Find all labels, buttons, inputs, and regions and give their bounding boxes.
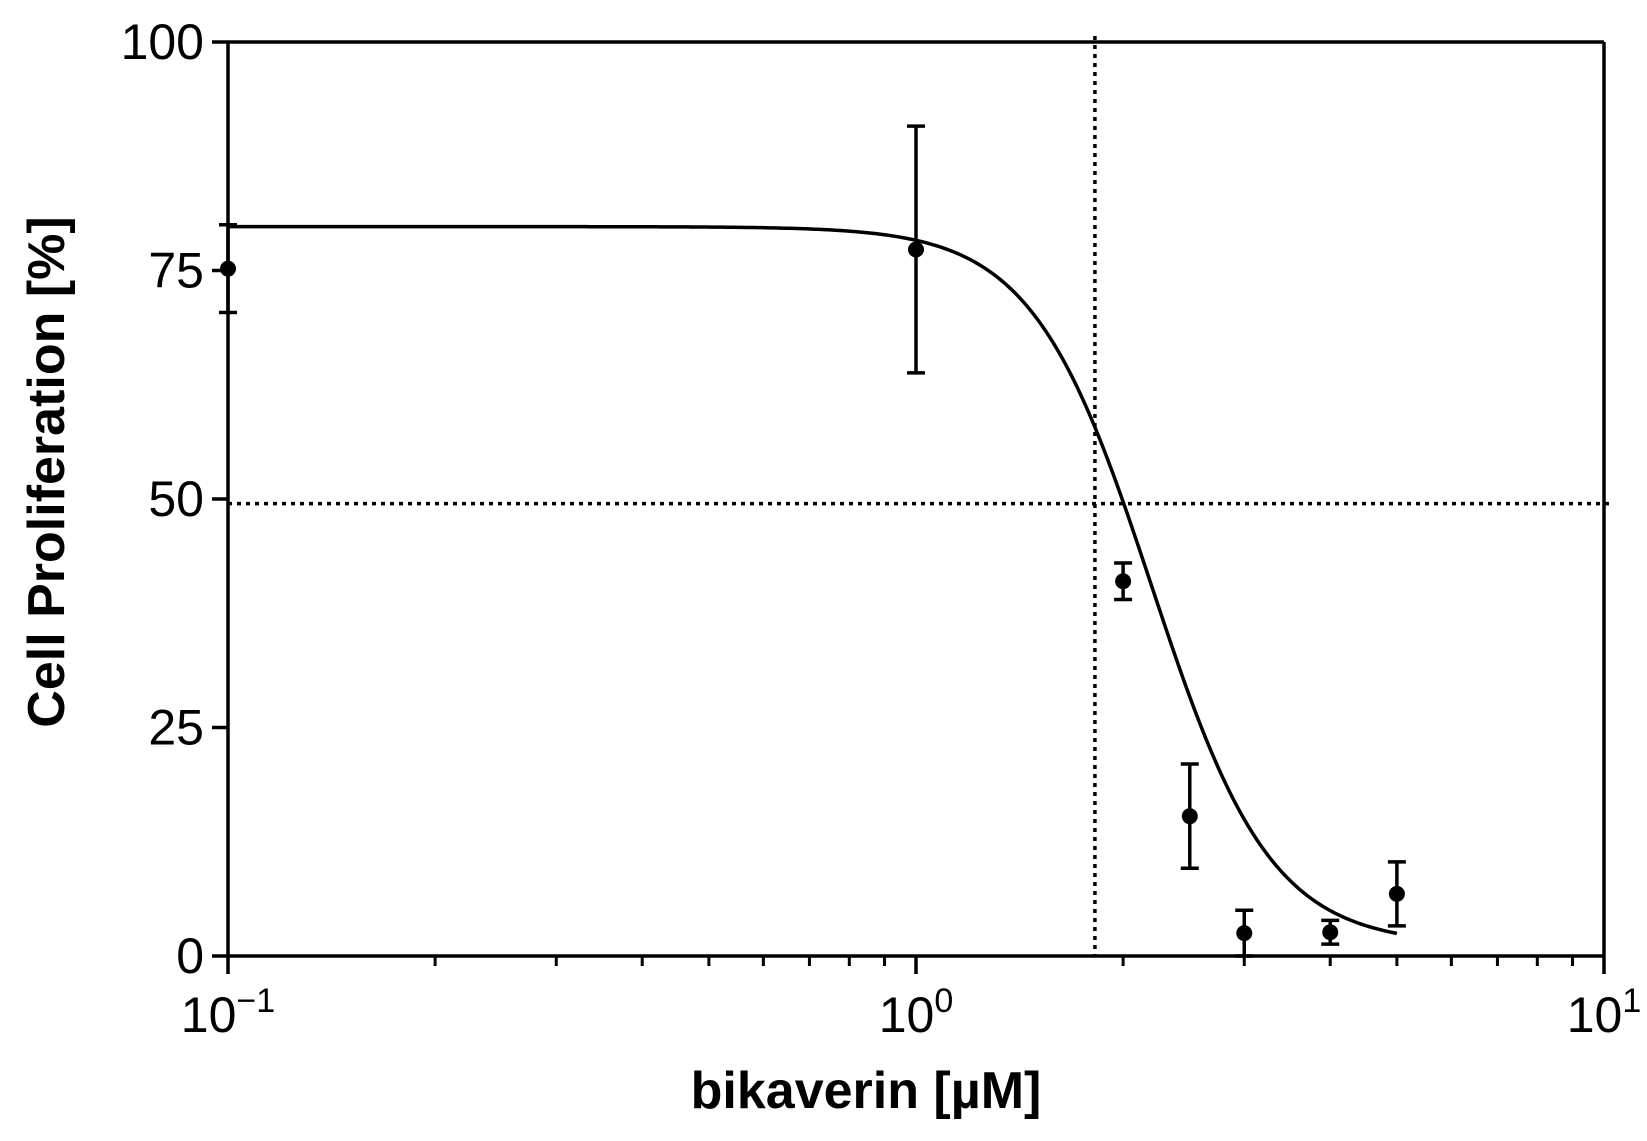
data-point: [1235, 908, 1254, 958]
data-point: [1180, 762, 1199, 871]
data-point: [1321, 918, 1340, 946]
x-tick-label: 101: [1567, 982, 1642, 1043]
point-marker: [1322, 924, 1339, 941]
tick-labels: 0 25 50 75 100 10−1 100 101: [121, 14, 1642, 1043]
fit-curve: [228, 224, 1398, 936]
axes: [212, 40, 1606, 974]
data-point: [907, 124, 925, 375]
y-tick-label: 50: [148, 471, 204, 527]
y-axis-title: Cell Proliferation [%]: [18, 216, 76, 727]
point-marker: [1388, 885, 1405, 902]
fit-curve-layer: [228, 224, 1398, 936]
reference-lines: [228, 36, 1612, 956]
data-point: [1114, 561, 1133, 602]
y-tick-label: 75: [148, 243, 204, 299]
data-point: [1387, 860, 1406, 928]
point-marker: [1236, 925, 1253, 942]
y-tick-label: 0: [176, 928, 204, 984]
point-marker: [220, 260, 236, 277]
point-marker: [1115, 573, 1132, 590]
x-tick-label: 100: [879, 982, 954, 1043]
data-point: [219, 223, 237, 315]
y-tick-label: 25: [148, 700, 204, 756]
x-axis-title: bikaverin [µM]: [691, 1062, 1042, 1120]
data-points: [219, 124, 1406, 958]
x-tick-label: 10−1: [181, 982, 275, 1043]
point-marker: [908, 241, 924, 258]
point-marker: [1181, 808, 1198, 825]
y-tick-label: 100: [121, 14, 204, 70]
